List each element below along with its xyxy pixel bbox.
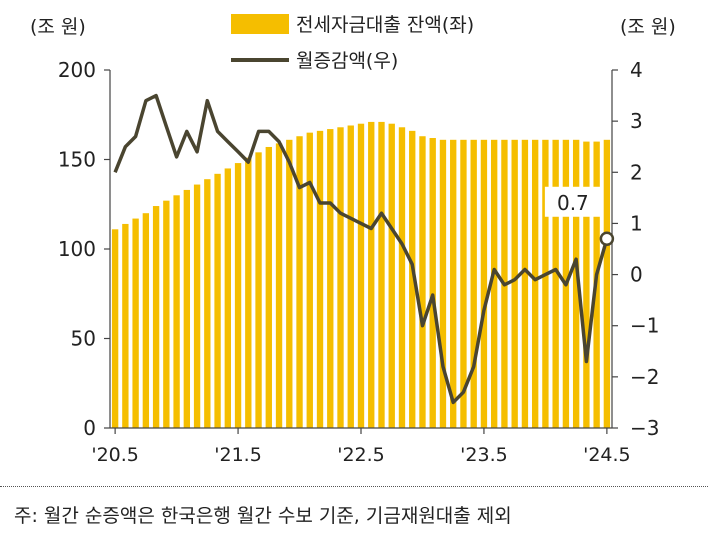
bar xyxy=(204,179,211,428)
right-tick-label: 2 xyxy=(630,160,643,184)
bar xyxy=(265,146,272,428)
left-tick-label: 150 xyxy=(58,148,96,172)
bar xyxy=(327,129,334,428)
x-tick-label: '22.5 xyxy=(337,444,385,466)
axes xyxy=(104,69,618,434)
bar xyxy=(214,173,221,428)
right-unit-label: (조 원) xyxy=(620,16,676,38)
bar xyxy=(122,223,129,428)
right-tick-label: −1 xyxy=(630,314,659,338)
bar xyxy=(275,143,283,428)
line-series-group: 0.7 xyxy=(113,93,615,405)
annotation-marker xyxy=(599,231,615,247)
bar xyxy=(470,139,477,428)
bar xyxy=(316,130,324,429)
bar xyxy=(542,139,549,428)
bar xyxy=(531,139,539,428)
left-tick-label: 0 xyxy=(83,416,96,440)
legend-bar-label: 전세자금대출 잔액(좌) xyxy=(296,14,474,36)
legend-bar-swatch xyxy=(231,14,289,34)
bar xyxy=(132,218,139,428)
x-tick-label: '21.5 xyxy=(214,444,262,466)
bar xyxy=(409,130,416,429)
bar xyxy=(572,139,580,428)
bar xyxy=(142,213,150,428)
bar xyxy=(388,123,395,428)
annotation-label: 0.7 xyxy=(557,191,589,215)
bar xyxy=(245,157,252,428)
bar xyxy=(419,136,426,429)
chart: 0.7 전세자금대출 잔액(좌) 월증감액(우) 0 50 100 150 200 −3 −2… xyxy=(30,14,676,466)
right-tick-label: 4 xyxy=(630,58,643,82)
bar xyxy=(368,121,375,428)
bar xyxy=(357,123,365,428)
bar xyxy=(296,136,303,429)
footnote-divider xyxy=(0,486,708,487)
bar xyxy=(439,139,447,428)
bar xyxy=(173,195,180,428)
bar xyxy=(460,139,467,428)
bar xyxy=(234,163,242,428)
bar xyxy=(163,200,170,428)
right-tick-label: −2 xyxy=(630,365,659,389)
x-tick-label: '23.5 xyxy=(460,444,508,466)
bar xyxy=(521,139,529,428)
bar xyxy=(429,138,436,428)
bar xyxy=(306,132,313,428)
bar xyxy=(480,139,488,428)
bar xyxy=(450,139,457,428)
axis-labels: 0 50 100 150 200 −3 −2 −1 0 1 2 3 4 '20.5 '21.5 '22.5 '2… xyxy=(30,16,676,466)
bar xyxy=(398,127,406,428)
bar xyxy=(511,139,518,428)
bar xyxy=(255,152,262,428)
left-unit-label: (조 원) xyxy=(30,16,86,38)
bar-series xyxy=(111,121,611,429)
bar xyxy=(193,184,201,428)
footnote: 주: 월간 순증액은 한국은행 월간 수보 기준, 기금재원대출 제외 xyxy=(14,505,512,527)
bar xyxy=(152,206,160,428)
bar xyxy=(337,127,344,428)
right-tick-label: 3 xyxy=(630,109,643,133)
bar xyxy=(347,125,354,429)
x-tick-label: '20.5 xyxy=(91,444,139,466)
bar xyxy=(583,141,590,428)
right-tick-label: −3 xyxy=(630,416,659,440)
bar xyxy=(491,139,498,428)
line-series xyxy=(113,93,609,405)
right-tick-label: 0 xyxy=(630,263,643,287)
right-tick-label: 1 xyxy=(630,211,643,235)
bar xyxy=(552,139,559,428)
annotation-box xyxy=(544,186,603,217)
bar xyxy=(111,229,119,428)
legend-line-label: 월증감액(우) xyxy=(296,50,398,72)
left-tick-label: 200 xyxy=(58,58,96,82)
bar xyxy=(224,168,231,428)
x-tick-label: '24.5 xyxy=(583,444,631,466)
left-tick-label: 50 xyxy=(71,327,96,351)
bar xyxy=(286,139,293,428)
bar xyxy=(183,189,191,428)
bar xyxy=(603,139,611,428)
bar xyxy=(378,121,385,428)
legend: 전세자금대출 잔액(좌) 월증감액(우) xyxy=(231,14,474,72)
left-tick-label: 100 xyxy=(58,237,96,261)
